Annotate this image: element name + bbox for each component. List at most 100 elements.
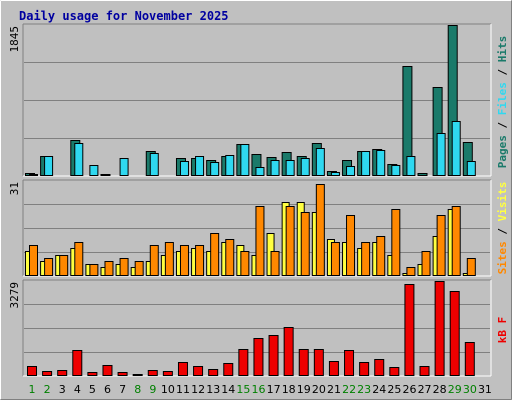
bar-sites [29, 245, 38, 276]
bar-sites [406, 267, 416, 276]
bar-sites [391, 209, 401, 276]
day-label: 7 [119, 383, 126, 396]
day-label: 27 [418, 383, 432, 396]
bar-files [330, 172, 340, 176]
bar-sites [59, 255, 69, 276]
bar-files [74, 143, 84, 176]
bar-sites [74, 242, 84, 276]
bar-kbf [298, 349, 309, 376]
day-label: 13 [206, 383, 220, 396]
bar-kbf [374, 359, 385, 376]
day-label: 23 [357, 383, 371, 396]
bar-sites [436, 215, 446, 276]
legend-separator: / [496, 115, 509, 135]
bar-sites [225, 239, 235, 276]
bar-sites [330, 242, 340, 276]
bar-kbf [419, 366, 430, 376]
bar-files [179, 161, 189, 176]
bar-kbf [238, 349, 249, 376]
bar-files [149, 153, 159, 176]
panel-1: 1845 Pages / Files / Hits [8, 23, 509, 177]
day-label: 16 [252, 383, 266, 396]
bar-sites [44, 258, 54, 276]
bar-files [466, 161, 476, 176]
side-legend: Pages / Files / Hits [496, 36, 509, 169]
bar-sites [300, 212, 310, 276]
bar-files [225, 155, 235, 176]
y-max-label: 3279 [8, 282, 21, 309]
bar-kbf [208, 369, 219, 376]
bar-files [406, 156, 416, 176]
day-label: 25 [387, 383, 401, 396]
legend-item-visits: Visits [496, 182, 509, 222]
legend-separator: / [496, 221, 509, 241]
bar-kbf [389, 367, 400, 376]
bar-files [361, 151, 371, 176]
bar-kbf [223, 363, 234, 376]
day-label: 3 [59, 383, 66, 396]
bars [27, 281, 475, 376]
bar-kbf [344, 350, 355, 376]
day-label: 18 [282, 383, 296, 396]
bar-kbf [72, 350, 83, 376]
bar-sites [315, 184, 325, 276]
bar-sites [164, 242, 174, 276]
day-label: 10 [161, 383, 175, 396]
bar-sites [179, 245, 189, 276]
day-label: 28 [433, 383, 447, 396]
day-label: 15 [236, 383, 250, 396]
bar-files [195, 156, 205, 176]
bar-sites [210, 233, 220, 276]
bar-files [285, 160, 295, 176]
day-label: 21 [327, 383, 341, 396]
day-label: 12 [191, 383, 205, 396]
bar-kbf [193, 366, 204, 376]
bar-sites [346, 215, 356, 276]
y-max-label: 31 [8, 182, 21, 195]
bar-files [210, 162, 220, 176]
bar-kbf [253, 338, 264, 376]
bar-kbf [177, 362, 188, 376]
bar-files [346, 166, 356, 176]
bar-files [300, 158, 310, 176]
bar-sites [104, 261, 114, 276]
bar-kbf [162, 371, 173, 376]
day-label: 11 [176, 383, 190, 396]
bar-sites [421, 251, 431, 276]
bar-kbf [328, 361, 339, 376]
bar-files [391, 165, 401, 176]
day-label: 30 [463, 383, 477, 396]
day-label: 29 [448, 383, 462, 396]
day-label: 26 [402, 383, 416, 396]
bar-sites [89, 264, 99, 276]
bar-kbf [132, 374, 143, 376]
bar-sites [134, 261, 144, 276]
bar-kbf [87, 372, 98, 376]
bar-files [451, 121, 461, 176]
bar-sites [466, 258, 476, 276]
bar-files [270, 160, 280, 176]
day-label: 5 [89, 383, 96, 396]
bar-sites [119, 258, 129, 276]
bar-sites [240, 251, 250, 276]
side-legend: kB F [496, 317, 509, 344]
bar-sites [255, 206, 265, 276]
bar-sites [195, 245, 205, 276]
day-label: 2 [44, 383, 51, 396]
bar-sites [270, 251, 280, 276]
bar-kbf [404, 284, 415, 376]
legend-item-pages: Pages [496, 135, 509, 168]
bar-sites [361, 242, 371, 276]
legend-item-kb-f: kB F [496, 317, 509, 344]
bar-kbf [147, 370, 158, 376]
day-label: 9 [149, 383, 156, 396]
bar-kbf [57, 370, 68, 376]
bar-sites [149, 245, 159, 276]
day-label: 20 [312, 383, 326, 396]
bar-hits [417, 173, 428, 176]
bar-kbf [283, 327, 294, 376]
bars [25, 25, 476, 176]
day-label: 1 [29, 383, 36, 396]
legend-item-files: Files [496, 82, 509, 115]
